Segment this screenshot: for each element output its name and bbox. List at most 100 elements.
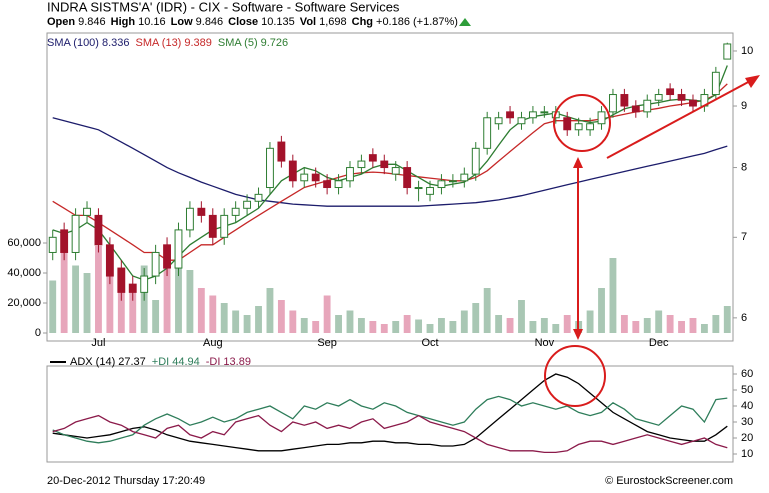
volume-bar xyxy=(563,315,571,333)
candle-body xyxy=(243,200,252,209)
series-line xyxy=(52,117,728,207)
volume-bar xyxy=(678,321,685,333)
y-tick-label: 9 xyxy=(741,100,747,112)
legend-value: 27.37 xyxy=(118,356,146,368)
candle-body xyxy=(563,117,572,131)
adx-legend: ADX (14) 27.37 +DI 44.94 -DI 13.89 xyxy=(70,356,251,368)
x-tick-label: Dec xyxy=(649,337,669,349)
volume-bar xyxy=(620,315,628,333)
arrow-head xyxy=(573,157,583,168)
candle-body xyxy=(300,173,309,182)
legend-name: -DI xyxy=(206,356,221,368)
stat-label: Chg xyxy=(352,16,373,28)
volume-bar xyxy=(277,300,285,333)
candle-body xyxy=(620,94,629,107)
annotation-circle xyxy=(544,345,606,407)
candle-body xyxy=(208,214,217,238)
volume-bar xyxy=(426,324,434,333)
volume-bar xyxy=(666,315,674,333)
series-line xyxy=(52,83,728,261)
x-tick-label: Oct xyxy=(421,337,438,349)
y-tick-label: 30 xyxy=(741,416,753,428)
volume-bar xyxy=(255,306,262,333)
volume-bar xyxy=(129,288,137,333)
candle-body xyxy=(220,214,229,238)
stat-value: 9.846 xyxy=(196,16,224,28)
volume-bar xyxy=(403,315,411,333)
candle-body xyxy=(48,236,57,253)
candle-body xyxy=(174,229,183,269)
annotation-arrow xyxy=(606,79,753,159)
volume-tick-label: 20,000 xyxy=(7,297,41,309)
volume-bar xyxy=(380,324,388,333)
stat-label: Low xyxy=(171,16,193,28)
volume-bar xyxy=(312,321,320,333)
candle-body xyxy=(403,167,412,189)
candle-body xyxy=(266,147,274,189)
y-tick-label: 10 xyxy=(741,45,753,57)
arrow-heads xyxy=(573,75,760,340)
volume-bar xyxy=(495,315,503,333)
candle-body xyxy=(677,94,686,101)
up-icon xyxy=(459,18,471,26)
quote-stats: Open 9.846 High 10.16 Low 9.846 Close 10.135 Vol… xyxy=(47,16,458,28)
volume-bar xyxy=(152,300,160,333)
volume-bar xyxy=(529,321,537,333)
volume-bar xyxy=(163,258,171,333)
volume-tick-label: 40,000 xyxy=(7,267,41,279)
candle-body xyxy=(597,111,606,125)
volume-bar xyxy=(460,310,468,333)
legend-name: +DI xyxy=(152,356,169,368)
adx-panel: 10 20 30 40 50 60 xyxy=(52,368,753,460)
volume-bar xyxy=(540,318,548,333)
candle-body xyxy=(666,88,675,96)
candle-body xyxy=(71,214,80,253)
volume-bar xyxy=(712,315,720,333)
candle-body xyxy=(414,187,423,190)
volume-bar xyxy=(632,321,640,333)
candle-body xyxy=(60,229,69,253)
legend-value: 13.89 xyxy=(223,356,251,368)
candle-body xyxy=(197,207,206,216)
candle-body xyxy=(426,187,434,195)
volume-bar xyxy=(609,258,617,333)
candle-body xyxy=(528,111,537,119)
candle-body xyxy=(323,180,332,189)
volume-bar xyxy=(586,310,594,333)
volume-bar xyxy=(289,310,297,333)
adx-frame xyxy=(46,365,734,463)
volume-bar xyxy=(483,288,491,333)
legend-value: 8.336 xyxy=(102,37,130,49)
candle-body xyxy=(105,244,114,277)
candle-body xyxy=(140,275,149,293)
x-tick-label: Jul xyxy=(91,337,105,349)
volume-bar xyxy=(449,321,457,333)
candle-body xyxy=(540,111,549,114)
volume-bar xyxy=(598,288,605,333)
volume-bar xyxy=(232,310,240,333)
volume-bar xyxy=(415,319,423,333)
volume-bar xyxy=(175,261,182,333)
footer-date: 20-Dec-2012 Thursday 17:20:49 xyxy=(47,475,205,487)
volume-bar xyxy=(300,318,308,333)
annotations xyxy=(544,79,753,407)
stat-value: 10.16 xyxy=(138,16,166,28)
candle-body xyxy=(311,173,320,182)
volume-bar xyxy=(266,288,274,333)
y-tick-label: 60 xyxy=(741,368,753,380)
volume-bar xyxy=(95,246,102,333)
stat-value: +0.186 (+1.87%) xyxy=(376,16,458,28)
volume-bar xyxy=(186,270,194,333)
volume-bar xyxy=(197,288,205,333)
volume-bar xyxy=(323,295,331,333)
arrow-head xyxy=(573,329,583,340)
volume-tick-label: 0 xyxy=(35,327,41,339)
x-tick-label: Aug xyxy=(203,337,223,349)
y-tick-label: 10 xyxy=(741,448,753,460)
candle-body xyxy=(574,123,583,131)
stat-value: 1,698 xyxy=(319,16,347,28)
legend-name: SMA (100) xyxy=(47,37,99,49)
volume-bar xyxy=(643,318,651,333)
series-line xyxy=(52,373,728,452)
